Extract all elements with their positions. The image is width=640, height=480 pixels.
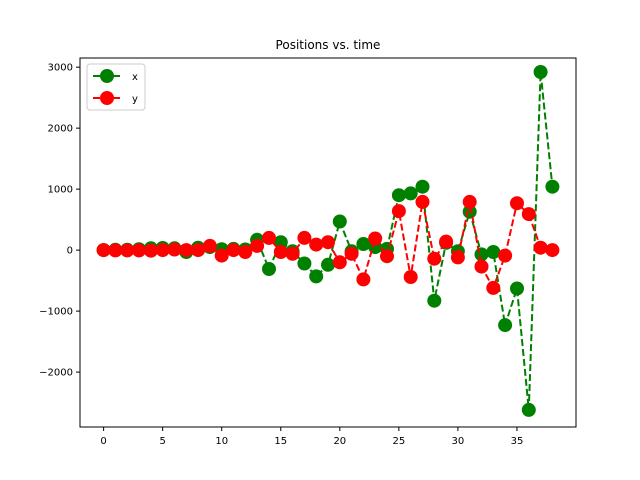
series-y-point [250,238,265,253]
legend-y-label: y [132,94,138,105]
x-tick-label: 15 [274,436,287,447]
series-y-point [403,270,418,284]
series-x-point [415,179,430,194]
series-x-point [309,269,324,284]
series-y-point [521,207,536,222]
legend-x-label: x [132,72,138,83]
series-y-point [321,235,335,250]
series-y-point [273,245,288,259]
series-y-point [380,249,394,264]
series-y-point [155,243,170,258]
series-y-point [450,250,465,265]
series-y-point [427,251,442,266]
series-y-point [214,248,229,263]
series-x-point [297,256,312,271]
series-x-point [498,318,513,333]
series-x-point [403,186,418,201]
series-y-point [510,196,524,211]
series-y-point [545,243,560,258]
series-y-point [486,280,501,295]
series-y-point [226,243,241,258]
legend-x-marker [100,69,114,83]
series-y-point [356,272,371,287]
y-tick-label: 0 [67,246,73,257]
series-y-point [143,243,158,258]
plot-frame [79,57,577,428]
series-x-point [545,179,560,194]
legend-y-marker [100,91,114,105]
series-y-point [297,230,312,245]
series-x-point [332,214,347,229]
series-y-point [332,255,347,270]
series-x-point [521,402,536,417]
series-y-point [533,240,548,255]
x-tick-label: 20 [333,436,346,447]
y-tick-label: −1000 [39,307,73,318]
y-tick-label: −2000 [39,368,73,379]
x-tick-label: 5 [159,436,165,447]
series-y-point [262,230,276,245]
chart-title: Positions vs. time [276,38,381,52]
series-x-point [474,247,489,262]
x-tick-label: 10 [215,436,228,447]
x-tick-label: 25 [392,436,405,447]
series-y-point [238,245,253,259]
series-y-point [368,231,383,246]
series-y-point [391,204,406,219]
x-axis: 0 5 10 15 20 25 30 35 [100,427,523,447]
x-tick-label: 35 [511,436,524,447]
series-y-point [120,243,135,258]
series-y-point [96,243,111,258]
series-y-point [309,237,324,252]
series-x-point [486,245,501,259]
y-tick-label: 2000 [48,124,73,135]
legend: xy [86,63,146,111]
series-x-point [273,235,288,250]
x-tick-label: 0 [100,436,106,447]
series-y-point [202,238,217,253]
series-x-point [510,281,524,296]
series-x-point [356,237,371,251]
series-y-point [415,194,430,209]
plot-series [96,65,560,417]
series-y-point [191,243,206,258]
y-tick-label: 1000 [48,185,73,196]
series-y-point [462,194,477,209]
y-axis: −2000 −1000 0 1000 2000 3000 [39,63,80,379]
series-y-point [474,259,489,274]
y-tick-label: 3000 [48,63,73,74]
series-x-point [391,188,406,203]
series-y-point [498,248,513,263]
series-x-point [262,262,276,276]
series-y-point [285,246,300,261]
series-y-point [179,243,194,258]
series-y-point [132,243,146,258]
x-tick-label: 30 [452,436,465,447]
series-y-point [108,243,123,258]
series-y-point [167,242,182,257]
series-y-point [439,234,454,249]
series-y-point [344,246,359,261]
series-x-point [321,257,335,272]
series-x-point [533,65,548,79]
series-x-point [427,293,442,308]
